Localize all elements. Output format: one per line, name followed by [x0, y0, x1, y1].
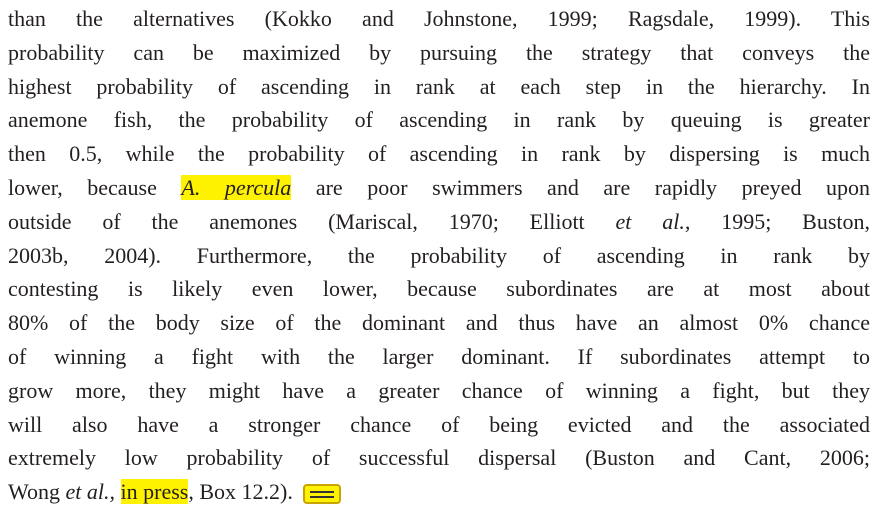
text-segment: grow more, they might have a greater cha…	[8, 377, 870, 403]
text-segment: 1995; Buston,	[690, 208, 870, 234]
text-line: then 0.5, while the probability of ascen…	[8, 137, 870, 171]
text-segment: extremely low probability of successful …	[8, 445, 870, 471]
text-segment: contesting is likely even lower, because…	[8, 276, 870, 302]
text-segment: et al.,	[65, 479, 116, 505]
text-segment: , Box 12.2).	[188, 479, 293, 505]
text-line: highest probability of ascending in rank…	[8, 70, 870, 104]
text-segment: et al.,	[615, 208, 691, 234]
text-segment: anemone fish, the probability of ascendi…	[8, 107, 870, 133]
text-segment: than the alternatives (Kokko and Johnsto…	[8, 6, 870, 31]
paragraph: than the alternatives (Kokko and Johnsto…	[8, 2, 870, 509]
text-segment: then 0.5, while the probability of ascen…	[8, 141, 870, 167]
text-line: 2003b, 2004). Furthermore, the probabili…	[8, 239, 870, 273]
text-line: contesting is likely even lower, because…	[8, 272, 870, 306]
text-segment: 80% of the body size of the dominant and…	[8, 310, 870, 336]
text-segment	[115, 479, 121, 504]
text-segment: 2003b, 2004). Furthermore, the probabili…	[8, 242, 870, 268]
text-line: will also have a stronger chance of bein…	[8, 408, 870, 442]
text-line: than the alternatives (Kokko and Johnsto…	[8, 2, 870, 36]
text-line: probability can be maximized by pursuing…	[8, 36, 870, 70]
text-line: outside of the anemones (Mariscal, 1970;…	[8, 205, 870, 239]
text-segment: outside of the anemones (Mariscal, 1970;…	[8, 208, 616, 234]
highlighted-text: A. percula	[181, 174, 292, 200]
text-line: Wong et al., in press, Box 12.2).	[8, 475, 870, 509]
text-line: lower, because A. percula are poor swimm…	[8, 171, 870, 205]
text-line: extremely low probability of successful …	[8, 441, 870, 475]
text-line: anemone fish, the probability of ascendi…	[8, 103, 870, 137]
text-line: of winning a fight with the larger domin…	[8, 340, 870, 374]
highlighted-text: in press	[120, 479, 189, 505]
text-segment: lower, because	[8, 174, 182, 200]
note-icon[interactable]	[302, 484, 341, 505]
text-segment: will also have a stronger chance of bein…	[8, 411, 870, 437]
text-segment: of winning a fight with the larger domin…	[8, 343, 870, 369]
text-line: 80% of the body size of the dominant and…	[8, 306, 870, 340]
text-segment: probability can be maximized by pursuing…	[8, 39, 870, 65]
text-segment: highest probability of ascending in rank…	[8, 73, 870, 99]
text-line: grow more, they might have a greater cha…	[8, 374, 870, 408]
text-segment: are poor swimmers and are rapidly preyed…	[291, 174, 870, 200]
text-segment: Wong	[8, 479, 66, 505]
